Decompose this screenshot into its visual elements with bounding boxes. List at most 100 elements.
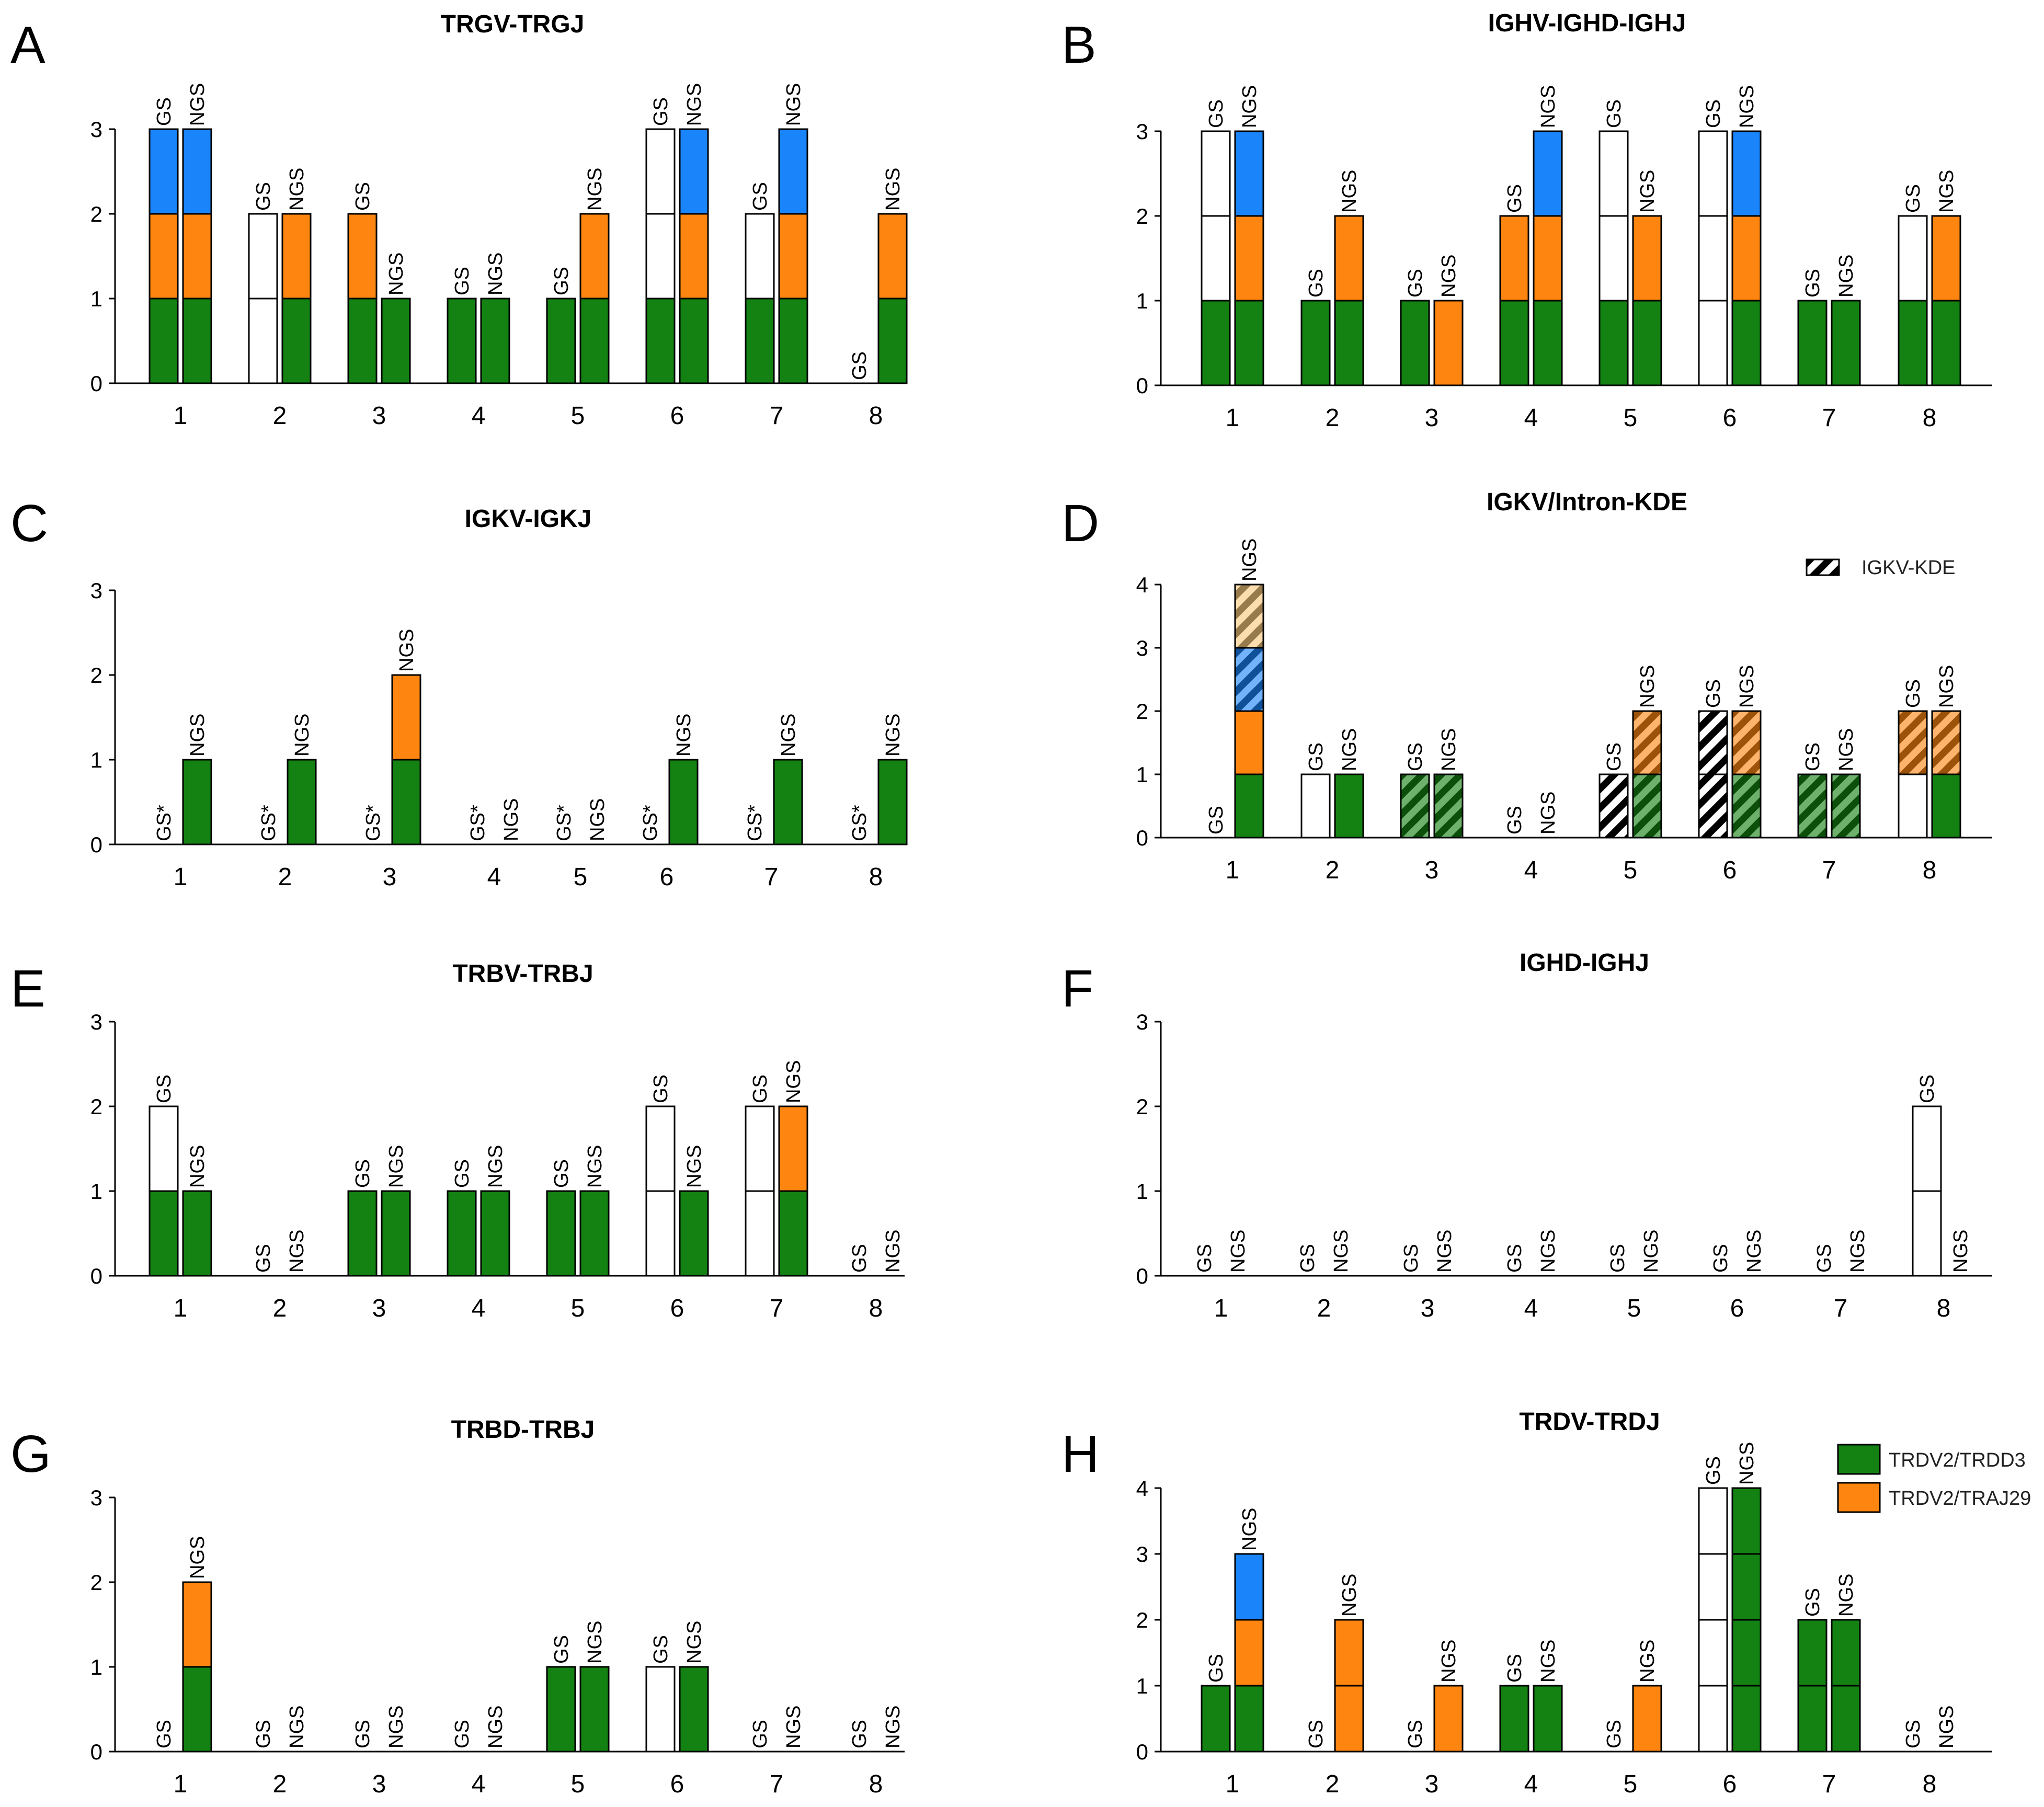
bar-label: GS: [1205, 99, 1227, 128]
x-tick-label: 2: [1326, 1770, 1340, 1798]
bar-segment-green: [773, 759, 803, 845]
bar-label: NGS: [485, 1706, 507, 1748]
bar-label: GS: [451, 267, 473, 295]
bar-segment-green: [778, 1190, 808, 1277]
bar-label: GS: [1297, 1244, 1319, 1273]
bar-label: NGS: [783, 1060, 805, 1103]
x-tick-label: 1: [174, 1295, 188, 1322]
x-tick-label: 8: [869, 863, 883, 891]
panel-letter: D: [1061, 494, 1099, 553]
bar-label: GS: [451, 1720, 473, 1748]
y-tick-label: 0: [1136, 1740, 1148, 1764]
bar-segment-white: [1912, 1105, 1942, 1192]
bar-label: GS: [1802, 269, 1824, 298]
y-tick-label: 2: [1136, 204, 1148, 228]
bar-segment-green: [182, 298, 212, 384]
bar-label: GS: [1916, 1074, 1938, 1103]
bar-segment-green: [778, 298, 808, 384]
bar-segment-white: [645, 1105, 676, 1192]
y-tick-label: 3: [90, 1485, 102, 1510]
bar-label: GS: [253, 182, 275, 211]
bar-label: NGS: [1736, 1442, 1758, 1485]
bar-segment-green: [1797, 300, 1828, 386]
bar-label: NGS: [1743, 1230, 1765, 1273]
y-tick-label: 1: [1136, 1179, 1148, 1204]
bar-segment-green: [1533, 1685, 1563, 1753]
bar-label: GS: [1305, 1720, 1327, 1748]
bar-segment-green: [1831, 1619, 1861, 1687]
x-tick-label: 3: [1425, 856, 1439, 884]
bar-label: NGS: [1637, 665, 1659, 708]
bar-label: GS: [1404, 742, 1426, 771]
x-tick-label: 6: [1723, 856, 1737, 884]
y-tick-label: 0: [90, 832, 102, 857]
bar-label: GS: [1902, 184, 1924, 213]
x-tick-label: 6: [1723, 1770, 1737, 1798]
bar-segment-white: [1898, 215, 1928, 302]
legend-hatch-label: IGKV-KDE: [1862, 557, 1956, 579]
x-tick-label: 7: [764, 863, 779, 891]
bar-segment-green: [579, 298, 610, 384]
bar-label: NGS: [1950, 1230, 1972, 1273]
bar-hatch-tint: [1234, 647, 1264, 712]
bar-label: NGS: [396, 629, 418, 672]
bar-segment-green: [149, 1190, 179, 1277]
x-tick-label: 6: [1723, 404, 1737, 432]
x-tick-label: 6: [670, 402, 684, 430]
x-tick-label: 5: [1624, 1770, 1638, 1798]
bar-label: NGS: [1936, 1706, 1958, 1748]
bar-label: NGS: [286, 168, 308, 211]
x-tick-label: 1: [1226, 856, 1240, 884]
panel-b: B IGHV-IGHD-IGHJ 0 1 2 3 1 GS NGS 2 GS NGS 3 GS NGS 4 GS…: [1061, 9, 1992, 432]
bar-label: GS: [1404, 1720, 1426, 1748]
bar-label: NGS: [187, 1536, 209, 1579]
bar-segment-green: [287, 759, 317, 845]
bar-label: NGS: [882, 714, 904, 757]
bar-segment-green: [347, 298, 378, 384]
x-tick-label: 3: [372, 402, 386, 430]
legend-label-trdv2-traj29: TRDV2/TRAJ29: [1889, 1488, 2031, 1509]
bar-label: NGS: [1835, 728, 1857, 771]
y-tick-label: 3: [90, 1010, 102, 1034]
bar-segment-orange: [391, 674, 421, 761]
bar-label: NGS: [1339, 728, 1361, 771]
bar-segment-white: [1698, 130, 1728, 217]
bar-label: GS: [1205, 1654, 1227, 1683]
x-tick-label: 5: [571, 1295, 585, 1322]
bar-label: NGS: [1438, 1640, 1460, 1683]
bar-segment-green: [1731, 1685, 1762, 1753]
bar-segment-green: [182, 1190, 212, 1277]
panel-title: IGKV/Intron-KDE: [1487, 488, 1687, 516]
bar-hatch-tint: [1731, 773, 1762, 839]
panel-title: TRBV-TRBJ: [452, 960, 593, 988]
panel-letter: G: [10, 1425, 51, 1483]
bar-segment-white: [1698, 300, 1728, 386]
bar-label: GS: [1710, 1244, 1732, 1273]
bar-label: NGS: [485, 253, 507, 295]
bar-hatch: [1698, 773, 1728, 839]
bar-segment-white: [248, 213, 278, 300]
x-tick-label: 6: [1730, 1295, 1744, 1322]
panel-title: TRGV-TRGJ: [441, 10, 585, 38]
bar-segment-green: [391, 759, 421, 845]
x-tick-label: 1: [1214, 1295, 1228, 1322]
bar-segment-white: [745, 1190, 775, 1277]
bar-label: NGS: [1537, 1230, 1559, 1273]
bar-segment-orange: [1931, 215, 1961, 302]
bar-segment-green: [1831, 300, 1861, 386]
bar-segment-green: [1234, 300, 1264, 386]
bar-segment-green: [1234, 1685, 1264, 1753]
bar-segment-green: [1300, 300, 1331, 386]
x-tick-label: 4: [1524, 1770, 1538, 1798]
bar-label: GS: [1703, 1456, 1725, 1485]
bar-segment-green: [1598, 300, 1629, 386]
panel-letter: E: [10, 959, 45, 1018]
panel-d: D IGKV/Intron-KDE 0 1 2 3 4 1 GS NGS 2 GS NGS 3 GS NGS 4…: [1061, 488, 1992, 884]
bar-label: GS: [551, 1635, 573, 1664]
bar-segment-orange: [1234, 1619, 1264, 1687]
y-tick-label: 1: [1136, 1674, 1148, 1698]
bar-segment-white: [745, 213, 775, 300]
bar-segment-green: [1731, 1619, 1762, 1687]
x-tick-label: 1: [174, 402, 188, 430]
bar-segment-green: [1831, 1685, 1861, 1753]
